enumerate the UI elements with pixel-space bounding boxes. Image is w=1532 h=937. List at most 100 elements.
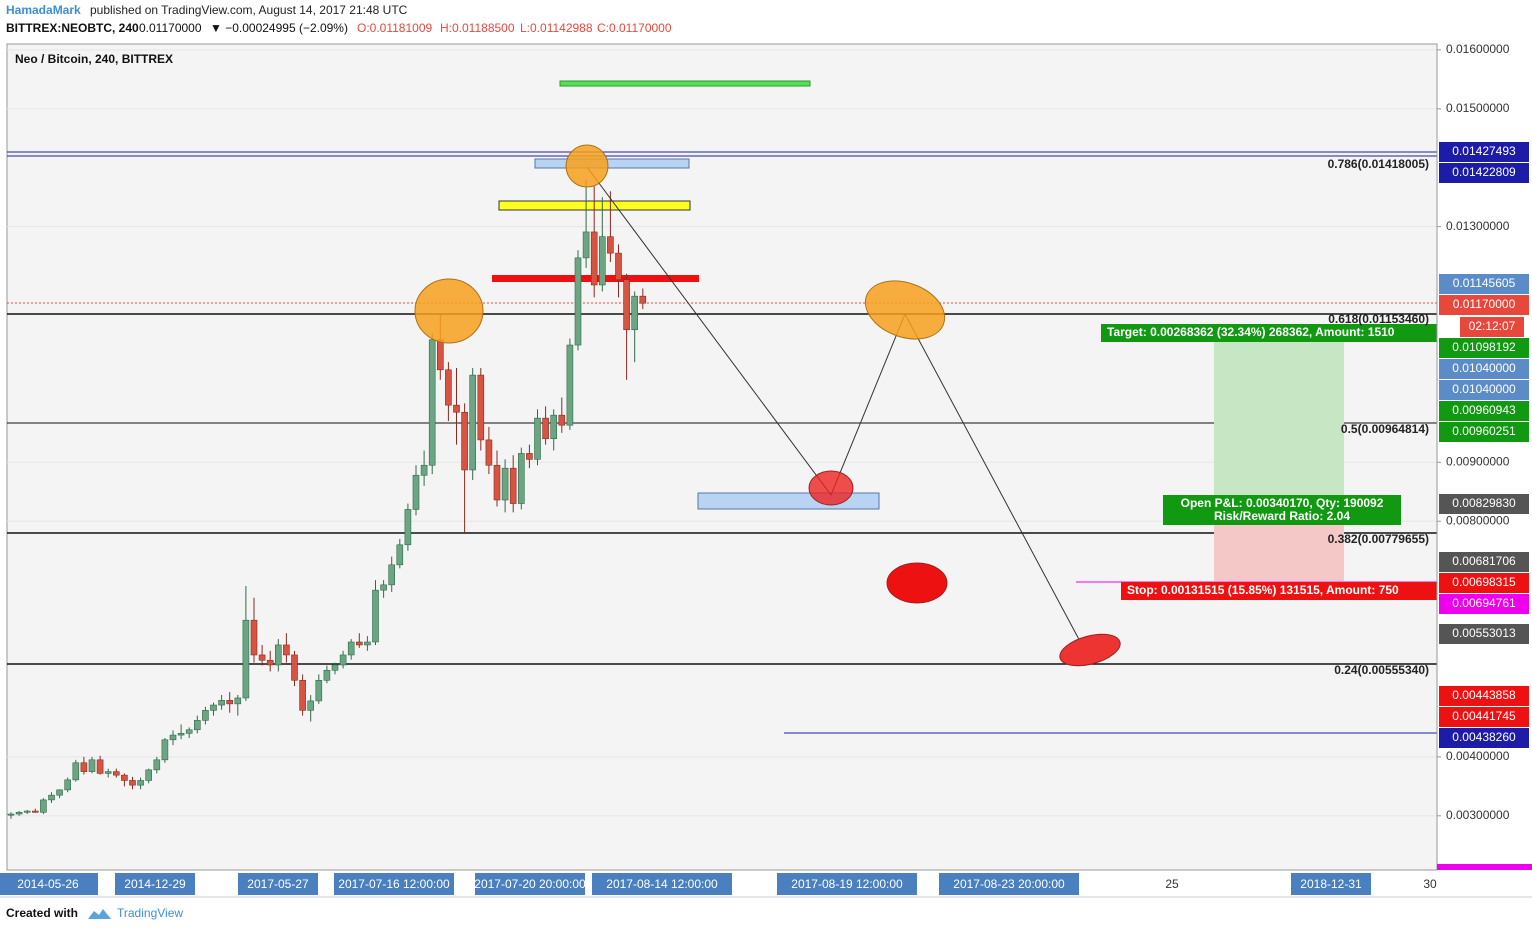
candle-body: [169, 734, 177, 741]
price-tag-label: 0.00443858: [1452, 688, 1516, 702]
chart-title: Neo / Bitcoin, 240, BITTREX: [15, 52, 173, 66]
zone: [559, 80, 811, 87]
candle-body: [258, 654, 266, 661]
candle-body: [23, 810, 31, 813]
candle-body: [509, 467, 517, 504]
candle-body: [283, 644, 290, 656]
grid: [7, 49, 1437, 817]
candle-body: [477, 374, 485, 441]
candle-body: [542, 417, 549, 440]
x-tick-box: [1291, 873, 1371, 895]
x-tick-box: [939, 873, 1079, 895]
ellipse: [808, 470, 854, 506]
ohlc: O:0.01181009 H:0.01188500 L:0.01142988 C:0.…: [357, 21, 672, 35]
candle-body: [339, 654, 347, 666]
footer-brand: TradingView: [117, 906, 183, 920]
x-tick-label: 25: [1165, 877, 1179, 891]
symbol: BITTREX:NEOBTC, 240: [6, 21, 139, 35]
price-tag: [1439, 707, 1529, 727]
candle-body: [501, 467, 509, 501]
candle-body: [177, 733, 185, 736]
change: ▼ −0.00024995 (−2.09%): [210, 21, 348, 35]
x-tick-label: 2017-08-23 20:00:00: [953, 877, 1065, 891]
x-tick-box: [238, 873, 318, 895]
y-tick-label: 0.00900000: [1446, 454, 1510, 468]
candle-body: [420, 464, 428, 476]
candle-body: [64, 779, 71, 791]
candle-body: [388, 564, 396, 586]
price-tag: [1439, 728, 1529, 748]
candle-body: [364, 641, 371, 646]
x-axis: 2014-05-26 2014-12-29 2017-05-27 2017-07-16…: [0, 873, 1437, 895]
candle-body: [396, 544, 404, 566]
ellipse: [414, 278, 484, 344]
candle-body: [185, 729, 193, 734]
ohlc-value: L:0.01142988: [520, 21, 593, 35]
price-tag-label: 0.00441745: [1452, 709, 1516, 723]
x-tick-label: 2017-07-16 12:00:00: [338, 877, 450, 891]
ohlc-value: C:0.01170000: [597, 21, 672, 35]
candle-body: [331, 664, 339, 671]
candle-body: [242, 619, 250, 699]
candle-body: [558, 414, 566, 426]
candle-body: [517, 453, 525, 504]
price-tag: [1439, 422, 1529, 442]
candle-body: [31, 810, 39, 813]
candle-body: [574, 257, 582, 346]
candle-body: [550, 414, 558, 440]
x-tick-label: 2014-05-26: [17, 877, 79, 891]
candle-body: [380, 584, 387, 591]
x-tick-label: 2017-08-14 12:00:00: [606, 877, 718, 891]
candle-body: [436, 339, 444, 371]
y-tick-label: 0.00300000: [1446, 808, 1510, 822]
price-tag-label: 0.00553013: [1452, 626, 1516, 640]
target-label: Target: 0.00268362 (32.34%) 268362, Amou…: [1107, 325, 1395, 339]
y-axis: 0.01600000 0.01500000 0.01300000 0.00900000…: [1437, 42, 1529, 822]
candle-body: [639, 295, 647, 304]
candle-body: [40, 799, 47, 813]
candle-body: [534, 417, 541, 460]
ellipse: [1059, 633, 1121, 667]
candle-body: [607, 236, 614, 254]
stop-label: Stop: 0.00131515 (15.85%) 131515, Amount…: [1127, 583, 1399, 597]
zone: [697, 492, 880, 510]
price-tag: [1439, 142, 1529, 162]
candle-body: [234, 697, 242, 705]
candle-body: [202, 710, 209, 721]
price-tag: [1439, 494, 1529, 514]
candle-body: [461, 411, 468, 471]
candle-body: [485, 439, 493, 466]
candles: [7, 179, 647, 819]
candle-body: [299, 679, 306, 711]
y-tick-label: 0.00400000: [1446, 749, 1510, 763]
ellipse: [886, 562, 948, 604]
zone: [534, 158, 690, 169]
logo: [88, 909, 111, 919]
pnl-label-bg: [1163, 495, 1401, 525]
price-tag: [1439, 295, 1529, 315]
candle-body: [453, 404, 460, 413]
candle-body: [145, 769, 152, 781]
price-tag-label: 0.01145605: [1453, 276, 1516, 290]
candle-body: [493, 464, 501, 501]
candle-body: [291, 654, 298, 681]
price-tag: [1439, 552, 1529, 572]
candle-body: [96, 759, 104, 774]
target-label-bg: [1101, 324, 1437, 342]
candle-body: [347, 641, 355, 656]
author: HamadaMark: [6, 3, 81, 17]
price-tag-label: 0.01040000: [1452, 382, 1516, 396]
candle-body: [250, 619, 258, 656]
x-tick-box: [777, 873, 917, 895]
ohlc-value: H:0.01188500: [440, 21, 515, 35]
price-tag: [1439, 380, 1529, 400]
candle-body: [598, 236, 606, 286]
price-tag-label: 0.01427493: [1452, 144, 1516, 158]
fib-label: 0.5(0.00964814): [1341, 422, 1429, 436]
candle-body: [307, 700, 315, 711]
x-tick-label: 2017-08-19 12:00:00: [791, 877, 903, 891]
x-tick-label: 2014-12-29: [124, 877, 186, 891]
plot-area: [6, 43, 1438, 871]
candle-body: [15, 811, 23, 815]
candle-body: [194, 720, 201, 731]
